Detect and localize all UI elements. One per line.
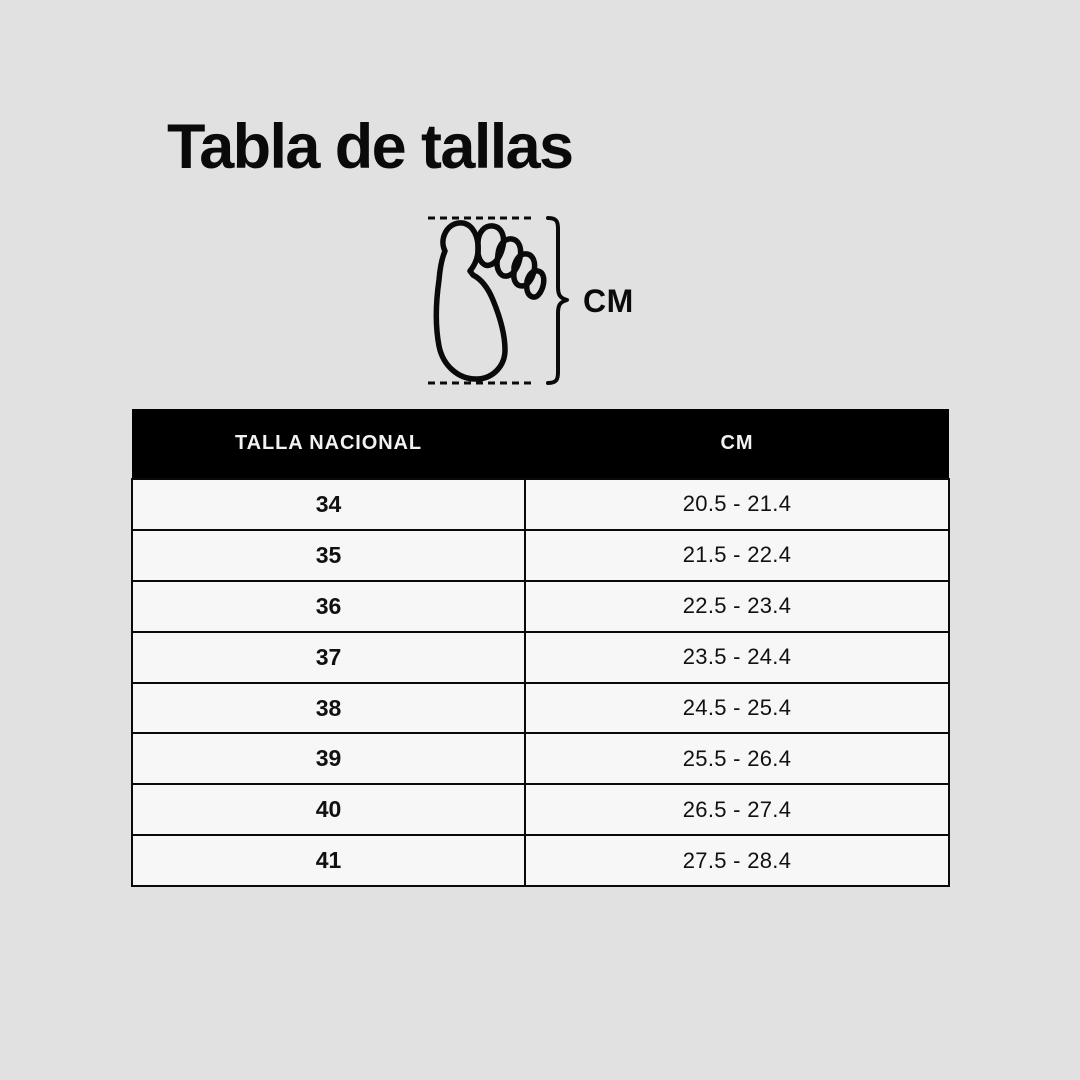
table-header-row: TALLA NACIONAL CM (132, 409, 949, 479)
cell-cm: 23.5 - 24.4 (524, 630, 950, 684)
cell-cm: 25.5 - 26.4 (524, 732, 950, 786)
size-chart-table: TALLA NACIONAL CM 34 20.5 - 21.4 35 21.5… (131, 409, 950, 888)
cell-size: 41 (131, 834, 526, 888)
cell-size: 35 (131, 528, 526, 582)
table-row: 40 26.5 - 27.4 (131, 783, 950, 837)
cell-size: 38 (131, 681, 526, 735)
table-row: 34 20.5 - 21.4 (131, 478, 950, 531)
column-header-talla-nacional: TALLA NACIONAL (132, 409, 525, 479)
table-row: 37 23.5 - 24.4 (131, 630, 950, 684)
foot-measurement-diagram (415, 205, 675, 400)
column-header-cm: CM (525, 409, 949, 479)
cell-size: 40 (131, 783, 526, 837)
footprint-icon (433, 220, 547, 382)
cell-cm: 27.5 - 28.4 (524, 834, 950, 888)
cell-cm: 22.5 - 23.4 (524, 579, 950, 633)
cell-cm: 26.5 - 27.4 (524, 783, 950, 837)
cell-size: 37 (131, 630, 526, 684)
cm-measure-label: CM (583, 283, 634, 319)
cell-cm: 21.5 - 22.4 (524, 528, 950, 582)
page-title: Tabla de tallas (167, 112, 574, 182)
cell-cm: 24.5 - 25.4 (524, 681, 950, 735)
table-row: 39 25.5 - 26.4 (131, 732, 950, 786)
cell-size: 39 (131, 732, 526, 786)
cell-size: 36 (131, 579, 526, 633)
table-row: 36 22.5 - 23.4 (131, 579, 950, 633)
cell-cm: 20.5 - 21.4 (524, 478, 950, 531)
cell-size: 34 (131, 478, 526, 531)
table-row: 35 21.5 - 22.4 (131, 528, 950, 582)
table-row: 41 27.5 - 28.4 (131, 834, 950, 888)
curly-brace-icon (546, 216, 569, 385)
table-row: 38 24.5 - 25.4 (131, 681, 950, 735)
